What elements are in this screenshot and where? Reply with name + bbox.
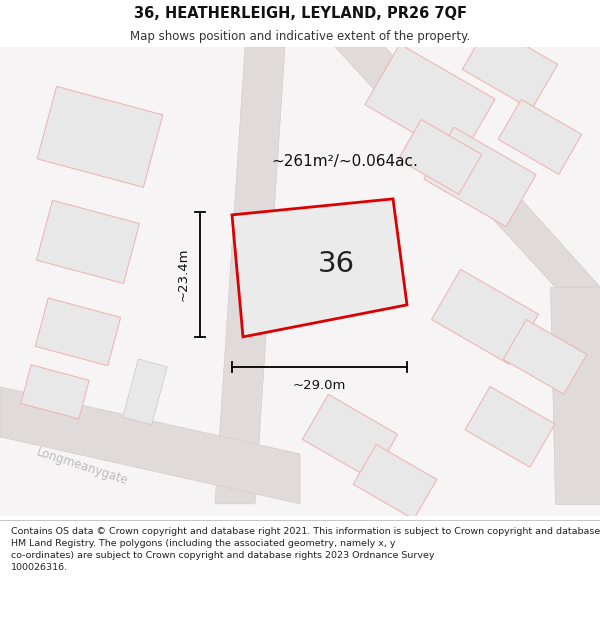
Polygon shape [37, 86, 163, 188]
Text: Map shows position and indicative extent of the property.: Map shows position and indicative extent… [130, 30, 470, 43]
Polygon shape [0, 47, 600, 516]
Polygon shape [463, 24, 557, 109]
Polygon shape [232, 199, 407, 337]
Text: ~29.0m: ~29.0m [293, 379, 346, 392]
Polygon shape [123, 359, 167, 425]
Polygon shape [335, 47, 600, 287]
Polygon shape [424, 127, 536, 227]
Text: Contains OS data © Crown copyright and database right 2021. This information is : Contains OS data © Crown copyright and d… [11, 526, 600, 572]
Polygon shape [215, 47, 285, 504]
Polygon shape [21, 365, 89, 419]
Polygon shape [465, 386, 555, 468]
Polygon shape [365, 44, 495, 159]
Polygon shape [0, 387, 300, 504]
Polygon shape [353, 444, 437, 519]
Text: ~23.4m: ~23.4m [177, 248, 190, 301]
Polygon shape [37, 200, 139, 284]
Text: 36, HEATHERLEIGH, LEYLAND, PR26 7QF: 36, HEATHERLEIGH, LEYLAND, PR26 7QF [133, 6, 467, 21]
Polygon shape [503, 319, 587, 394]
Polygon shape [431, 269, 538, 364]
Polygon shape [302, 394, 398, 479]
Polygon shape [398, 119, 482, 194]
Text: 36: 36 [318, 250, 355, 278]
Text: Heatherleigh: Heatherleigh [251, 221, 273, 289]
Text: Longmeanygate: Longmeanygate [35, 446, 130, 488]
Polygon shape [550, 287, 600, 504]
Polygon shape [498, 99, 582, 174]
Text: ~261m²/~0.064ac.: ~261m²/~0.064ac. [272, 154, 418, 169]
Polygon shape [35, 298, 121, 366]
